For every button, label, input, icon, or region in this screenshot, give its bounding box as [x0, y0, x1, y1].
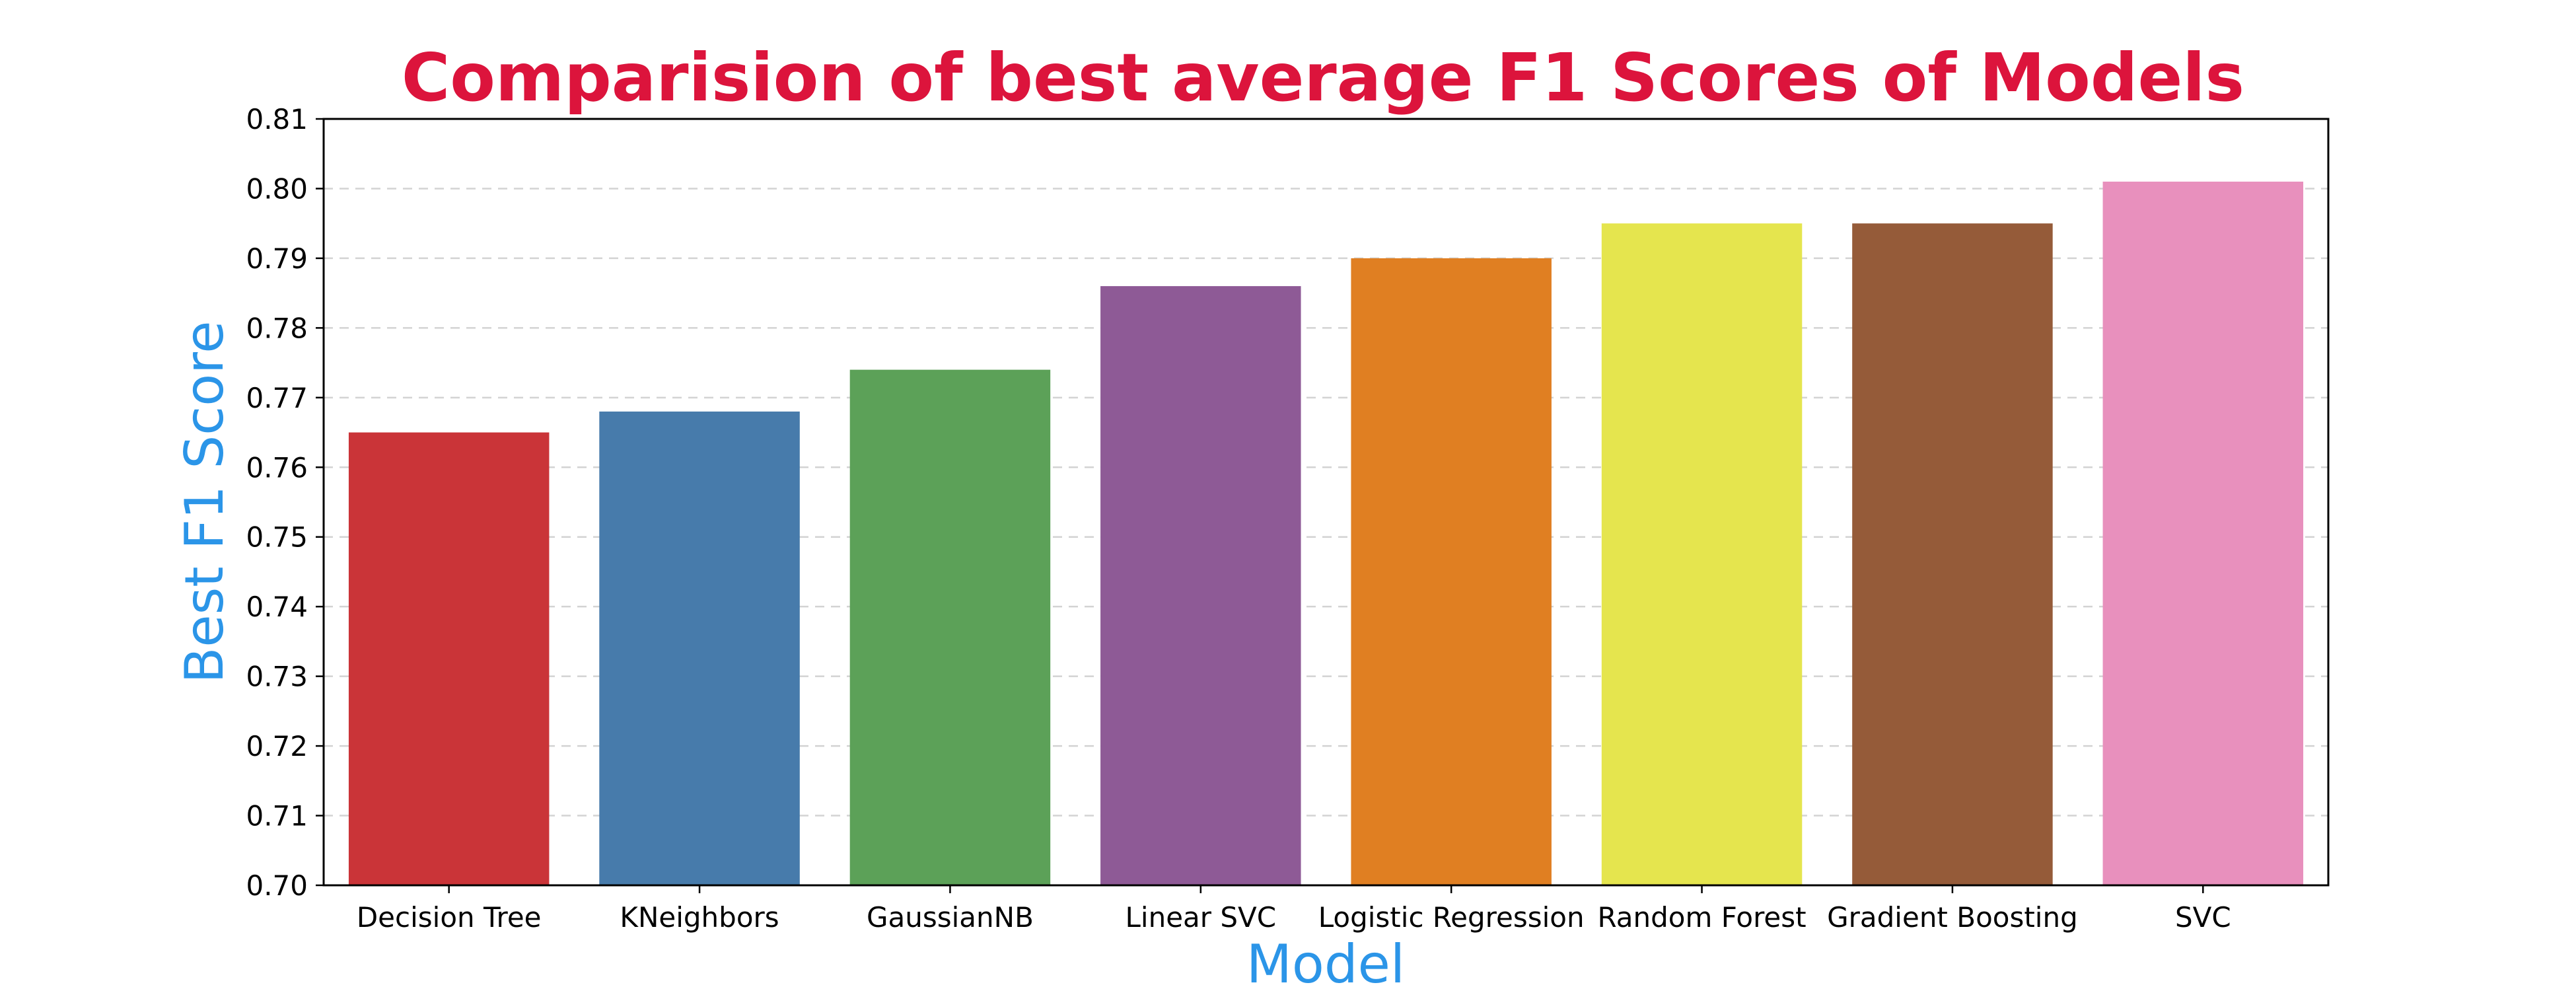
y-tick-label: 0.76 — [246, 451, 308, 484]
y-tick-label: 0.78 — [246, 312, 308, 344]
bar — [1100, 286, 1301, 885]
x-tick-label: Random Forest — [1597, 901, 1806, 934]
y-tick-label: 0.73 — [246, 661, 308, 693]
bar — [599, 411, 800, 885]
x-tick-label: Linear SVC — [1126, 901, 1277, 934]
x-tick-label: Decision Tree — [357, 901, 542, 934]
x-tick-label: SVC — [2175, 901, 2231, 934]
x-tick-label: Logistic Regression — [1318, 901, 1585, 934]
y-axis-ticks: 0.70 0.71 0.72 0.73 0.74 0.75 0.76 0.77 0.78 0.79… — [246, 103, 324, 902]
bar — [2102, 181, 2304, 886]
x-tick-label: GaussianNB — [867, 901, 1034, 934]
x-tick-label: Gradient Boosting — [1827, 901, 2078, 934]
y-tick-label: 0.70 — [246, 869, 308, 902]
y-tick-label: 0.79 — [246, 242, 308, 275]
bar — [1351, 258, 1552, 886]
bar — [849, 369, 1051, 885]
y-tick-label: 0.81 — [246, 103, 308, 135]
x-axis-ticks: Decision Tree KNeighbors GaussianNB Linear … — [357, 885, 2231, 934]
bar — [348, 432, 550, 885]
x-axis-label: Model — [1246, 934, 1405, 991]
y-tick-label: 0.71 — [246, 800, 308, 832]
y-tick-label: 0.75 — [246, 521, 308, 554]
plot-frame — [322, 118, 2330, 887]
y-tick-label: 0.80 — [246, 172, 308, 205]
bar — [1601, 223, 1803, 885]
chart-title: Comparision of best average F1 Scores of… — [402, 39, 2244, 116]
x-tick-label: KNeighbors — [620, 901, 779, 934]
y-tick-label: 0.77 — [246, 382, 308, 414]
y-axis-label: Best F1 Score — [174, 321, 235, 684]
y-tick-label: 0.72 — [246, 730, 308, 762]
bars — [348, 181, 2304, 886]
bar — [1852, 223, 2053, 885]
y-tick-label: 0.74 — [246, 591, 308, 623]
